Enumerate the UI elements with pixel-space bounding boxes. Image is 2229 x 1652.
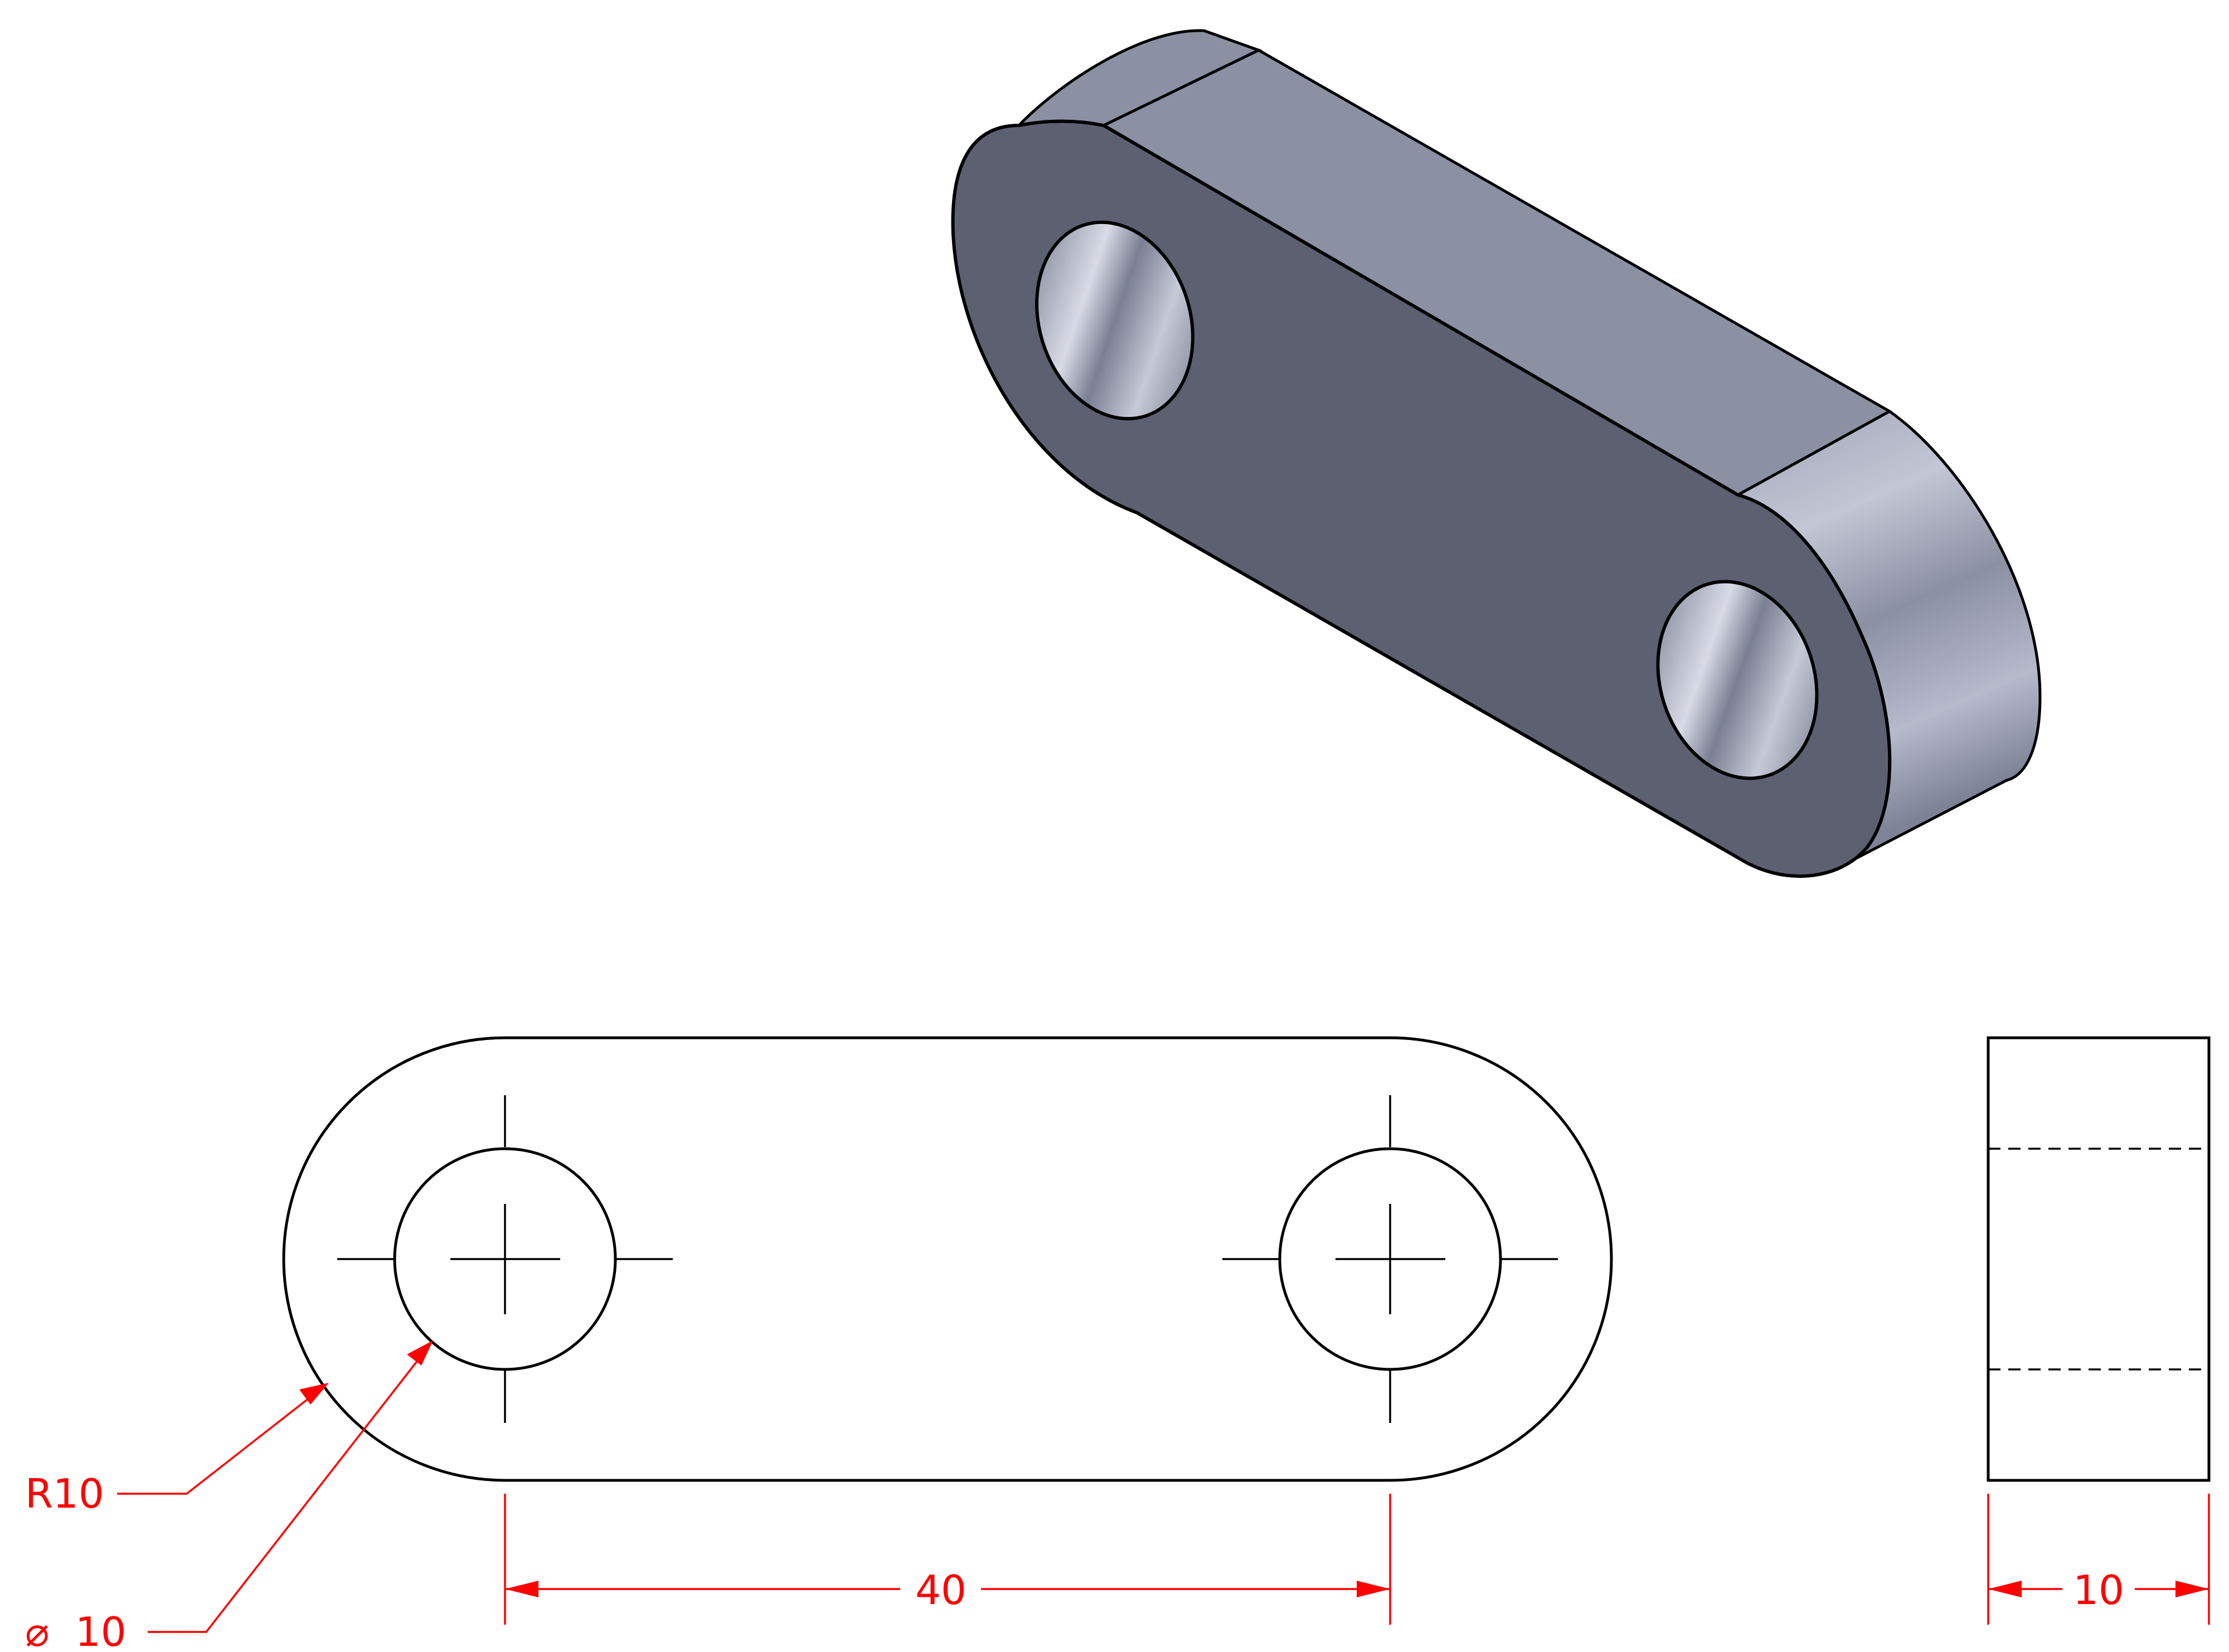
center-mark-left <box>337 1095 673 1423</box>
radius-dimension: R10 <box>25 1383 329 1517</box>
center-distance-label: 40 <box>915 1567 967 1614</box>
side-view <box>1987 1036 2211 1482</box>
thickness-label: 10 <box>2073 1567 2124 1614</box>
diameter-label: 10 <box>75 1609 127 1652</box>
radius-label: R10 <box>25 1470 104 1517</box>
iso-top-left-curve <box>1016 29 1262 127</box>
center-mark-right <box>1222 1095 1558 1423</box>
iso-front-top-edge <box>1103 124 1739 497</box>
iso-right-hole <box>1656 580 1819 780</box>
diameter-symbol: ⌀ <box>25 1609 49 1652</box>
isometric-view <box>951 29 2042 878</box>
front-view <box>282 1036 1613 1482</box>
thickness-dimension: 10 <box>1987 1494 2210 1625</box>
front-outline <box>282 1036 1613 1482</box>
center-distance-dimension: 40 <box>504 1494 1391 1625</box>
diameter-dimension: ⌀ 10 <box>25 1340 433 1652</box>
iso-left-hole <box>1035 220 1194 421</box>
side-outline <box>1987 1036 2211 1482</box>
